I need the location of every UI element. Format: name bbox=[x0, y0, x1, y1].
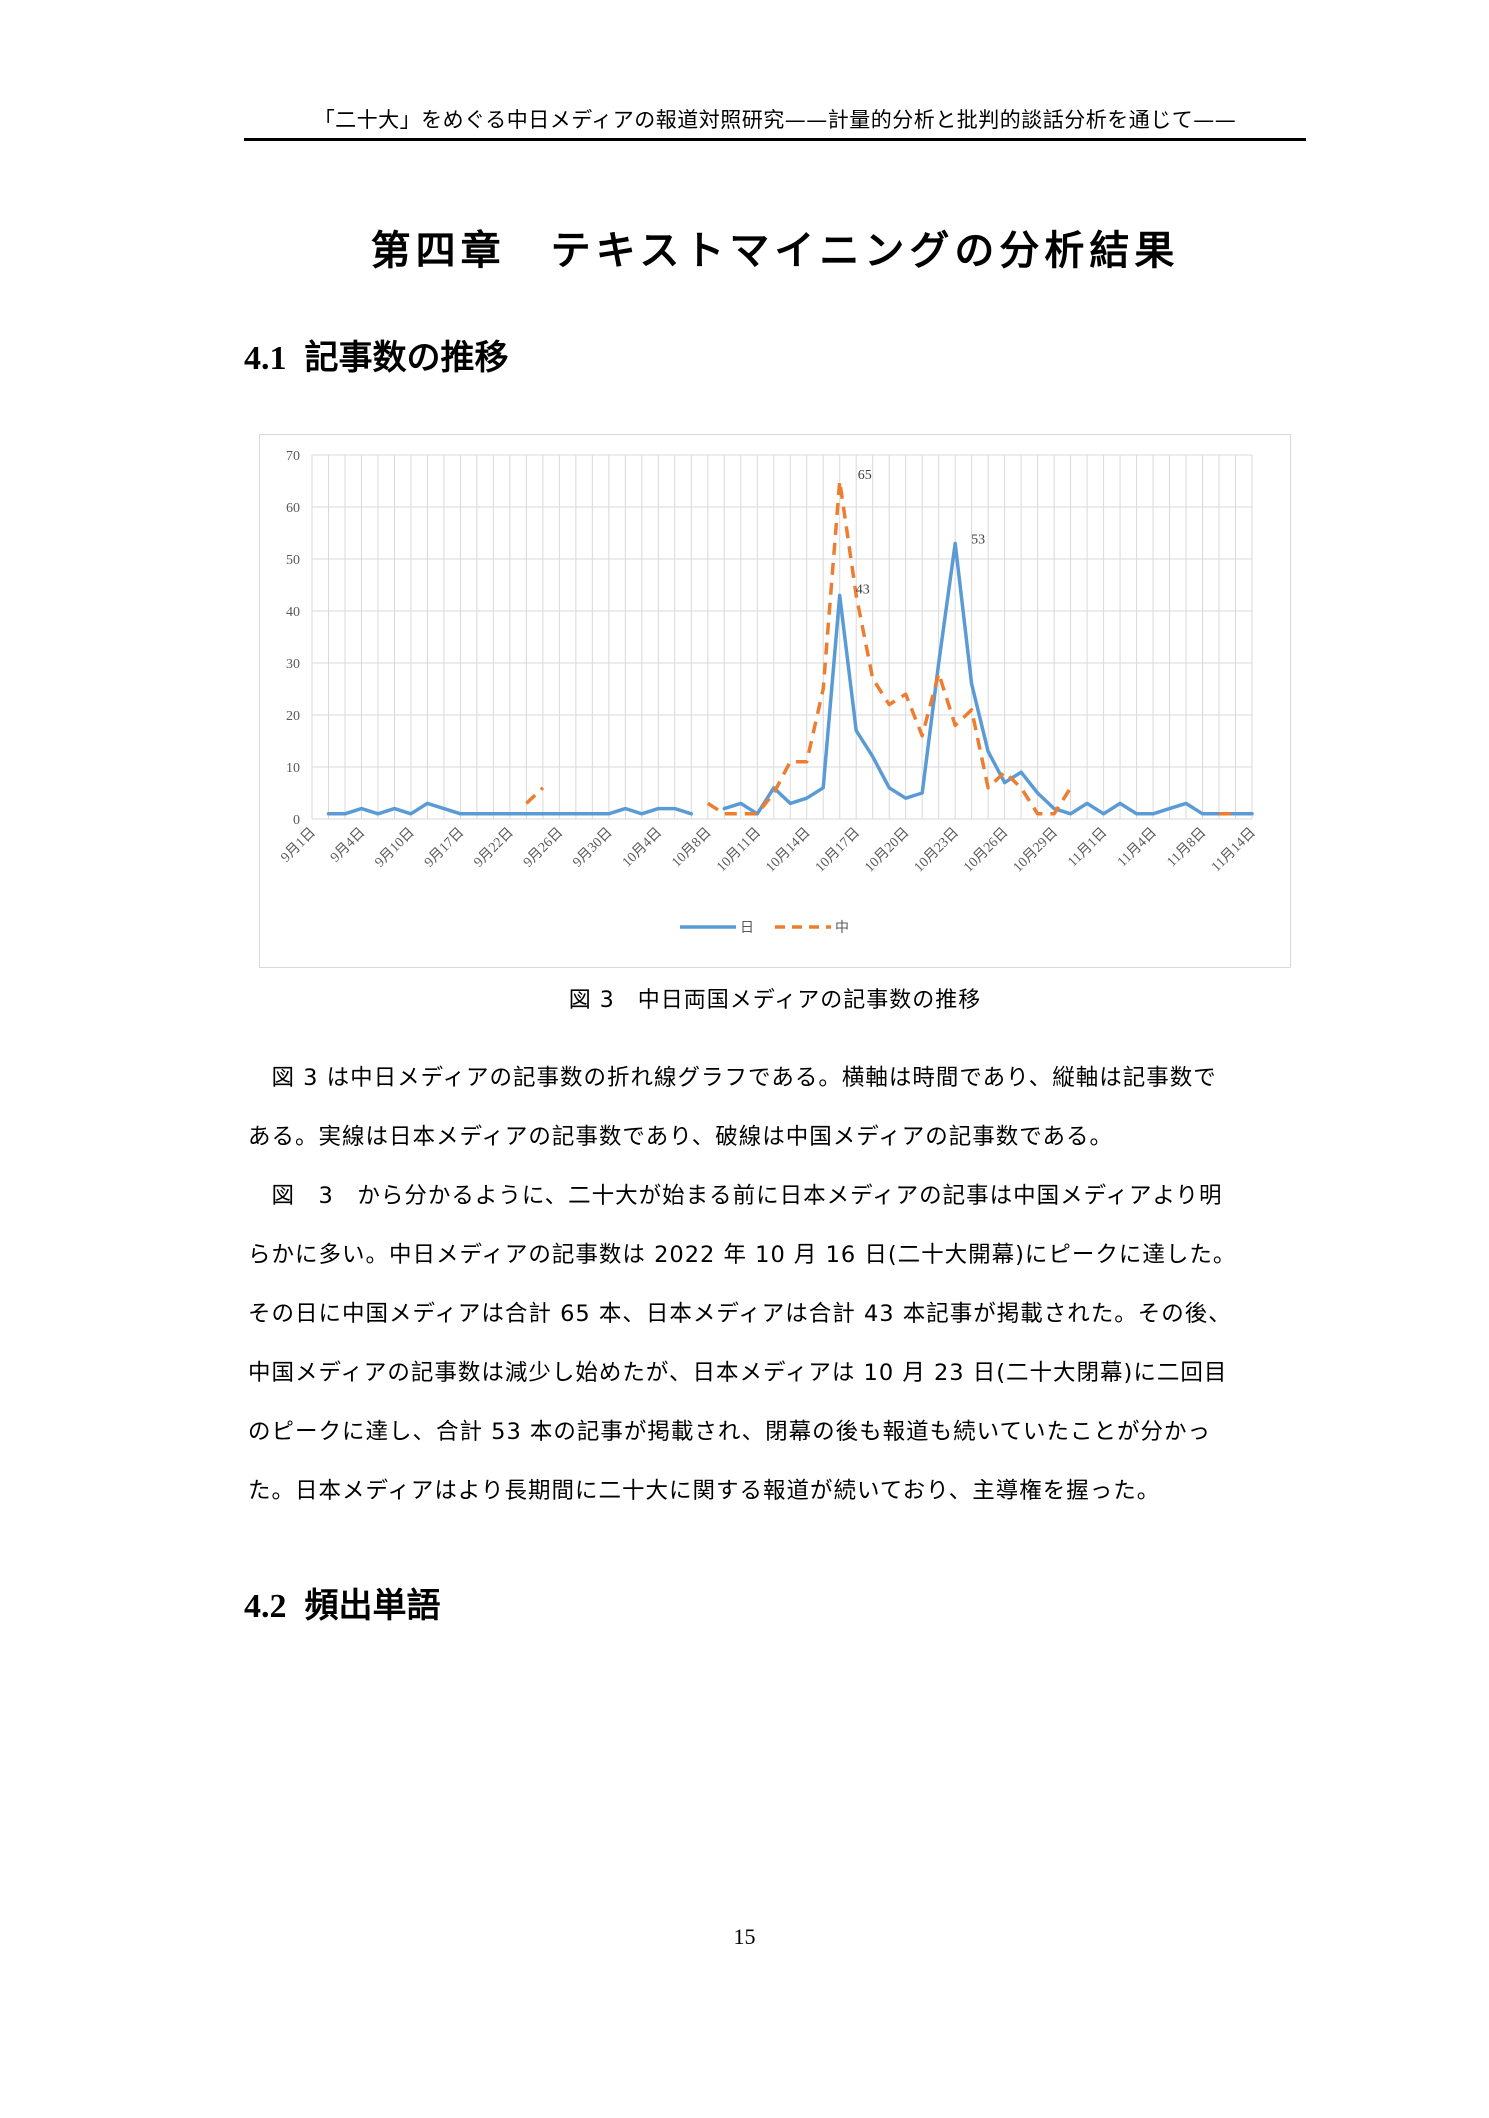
x-tick-label: 10月23日 bbox=[911, 825, 962, 876]
x-tick-label: 9月30日 bbox=[570, 825, 616, 871]
x-tick-label: 9月22日 bbox=[471, 825, 517, 871]
figure-caption: 図 3 中日両国メディアの記事数の推移 bbox=[568, 988, 982, 1013]
x-tick-label: 9月4日 bbox=[327, 825, 368, 866]
x-tick-label: 10月14日 bbox=[763, 825, 814, 876]
section-heading-4-1: 4.1 記事数の推移 bbox=[244, 330, 509, 379]
x-tick-label: 10月29日 bbox=[1010, 825, 1061, 876]
section-heading-4-2: 4.2 頻出単語 bbox=[244, 1578, 441, 1627]
series-line-china bbox=[525, 786, 545, 805]
section-title-text: 頻出単語 bbox=[304, 1586, 441, 1626]
y-tick-label: 60 bbox=[286, 501, 300, 516]
x-tick-label: 9月1日 bbox=[278, 825, 319, 866]
page-number: 15 bbox=[733, 1924, 756, 1949]
data-label: 43 bbox=[856, 582, 870, 597]
header-rule bbox=[244, 138, 1306, 141]
x-tick-label: 11月8日 bbox=[1164, 825, 1210, 871]
figure-chart: 0 10 20 30 40 50 60 70 9月1日 9月4日 9月10日 9月17日 9月22日 9… bbox=[259, 434, 1291, 968]
paragraph-line: その日に中国メディアは合計 65 本、日本メディアは合計 43 本記事が掲載され… bbox=[248, 1301, 1232, 1327]
legend-label-japan: 日 bbox=[740, 920, 754, 936]
y-tick-label: 30 bbox=[286, 657, 300, 672]
section-title-text: 記事数の推移 bbox=[304, 338, 509, 378]
x-tick-label: 10月17日 bbox=[812, 825, 863, 876]
x-tick-label: 9月26日 bbox=[520, 825, 566, 871]
x-tick-label: 10月26日 bbox=[961, 825, 1012, 876]
section-number: 4.2 bbox=[244, 1588, 287, 1625]
paragraph-line: ある。実線は日本メディアの記事数であり、破線は中国メディアの記事数である。 bbox=[248, 1124, 1114, 1150]
x-tick-label: 11月14日 bbox=[1208, 825, 1259, 876]
y-tick-label: 0 bbox=[293, 813, 300, 828]
chapter-title: 第四章 テキストマイニングの分析結果 bbox=[370, 228, 1180, 274]
running-header: 「二十大」をめぐる中日メディアの報道対照研究——計量的分析と批判的談話分析を通じ… bbox=[313, 108, 1237, 132]
x-tick-label: 10月8日 bbox=[669, 825, 715, 871]
y-tick-label: 10 bbox=[286, 761, 300, 776]
y-tick-label: 50 bbox=[286, 553, 300, 568]
series-line-japan bbox=[722, 541, 1254, 816]
y-tick-label: 70 bbox=[286, 449, 300, 464]
data-label: 53 bbox=[971, 532, 985, 547]
x-tick-label: 11月1日 bbox=[1065, 825, 1111, 871]
paragraph-line: らかに多い。中日メディアの記事数は 2022 年 10 月 16 日(二十大開幕… bbox=[248, 1242, 1237, 1268]
paragraph-line: た。日本メディアはより長期間に二十大に関する報道が続いており、主導権を握った。 bbox=[248, 1478, 1161, 1504]
x-tick-label: 9月17日 bbox=[421, 825, 467, 871]
paragraph-line: 図 3 から分かるように、二十大が始まる前に日本メディアの記事は中国メディアより… bbox=[248, 1183, 1223, 1209]
series-line-china bbox=[706, 479, 1073, 816]
paragraph-line: のピークに達し、合計 53 本の記事が掲載され、閉幕の後も報道も続いていたことが… bbox=[248, 1419, 1211, 1445]
x-tick-label: 10月11日 bbox=[714, 825, 765, 876]
data-label: 65 bbox=[858, 468, 872, 483]
y-tick-label: 20 bbox=[286, 709, 300, 724]
series-line-japan bbox=[326, 801, 694, 816]
paragraph-line: 図 3 は中日メディアの記事数の折れ線グラフである。横軸は時間であり、縦軸は記事… bbox=[248, 1065, 1217, 1091]
x-tick-label: 11月4日 bbox=[1114, 825, 1160, 871]
x-tick-label: 9月10日 bbox=[372, 825, 418, 871]
x-tick-label: 10月20日 bbox=[862, 825, 913, 876]
y-tick-label: 40 bbox=[286, 605, 300, 620]
legend-label-china: 中 bbox=[835, 920, 849, 936]
x-tick-label: 10月4日 bbox=[619, 825, 665, 871]
section-number: 4.1 bbox=[244, 340, 287, 377]
paragraph-line: 中国メディアの記事数は減少し始めたが、日本メディアは 10 月 23 日(二十大… bbox=[248, 1360, 1228, 1386]
